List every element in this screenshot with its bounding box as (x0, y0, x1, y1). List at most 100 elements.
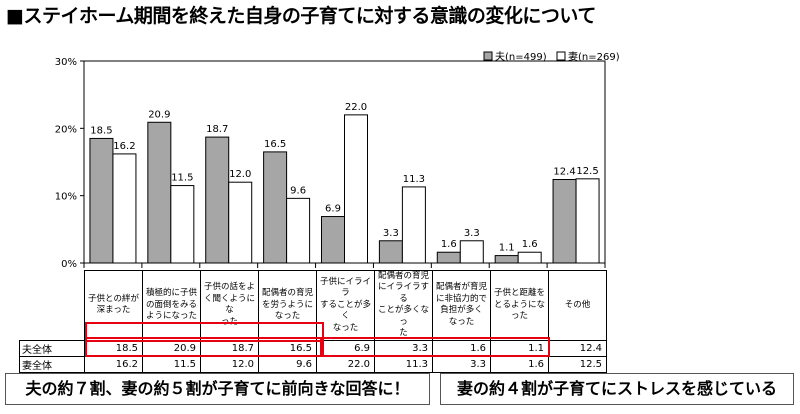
y-tick-label: 20% (55, 124, 77, 135)
table-cell: 9.6 (258, 355, 317, 373)
data-label: 1.6 (522, 239, 538, 250)
callout-stress: 妻の約４割が子育てにストレスを感じている (440, 373, 794, 405)
bar-wife (401, 186, 426, 264)
chart-bars (89, 114, 600, 264)
table-cell: 12.0 (200, 355, 259, 373)
category-label-line: 負担が多く (440, 305, 483, 316)
chart-legend: 夫(n=499) 妻(n=269) (483, 50, 620, 63)
table-row-wife: 妻全体 16.2 11.5 12.0 9.6 22.0 11.3 3.3 1.6… (19, 355, 607, 373)
category-label-line: 配偶者の育児 (261, 288, 313, 299)
bar-husband (321, 216, 345, 264)
y-tick-label: 0% (61, 259, 77, 270)
category-cell: 子供にイライラ することが多く なった (316, 270, 375, 341)
data-label: 18.5 (90, 125, 112, 136)
category-label-line: ようになった (145, 311, 197, 322)
row-label-wife: 妻全体 (19, 355, 85, 373)
category-cell: 積極的に子供 の面倒をみる ようになった (142, 270, 201, 341)
table-corner-cell (19, 270, 85, 341)
data-label: 20.9 (148, 109, 170, 120)
bar-husband (378, 240, 403, 264)
category-cell: 配偶者の育児 にイライラする ことが多くなった (374, 270, 433, 341)
bar-wife (575, 178, 600, 264)
bar-husband (89, 137, 114, 264)
category-label-line: なった (448, 316, 475, 327)
row-label-husband: 夫全体 (19, 339, 85, 357)
category-label-line: を労うように (261, 299, 313, 310)
data-label: 22.0 (345, 102, 367, 113)
category-label-line: 子供と距離を (493, 288, 545, 299)
category-label-line: た (399, 328, 408, 339)
table-cell: 12.4 (548, 339, 607, 357)
category-label-line: った (220, 316, 238, 327)
callout-positive: 夫の約７割、妻の約５割が子育てに前向きな回答に！ (5, 373, 430, 405)
bar-wife (344, 114, 368, 264)
highlight-wife-stress (320, 337, 550, 357)
category-label-line: ことが多くなっ (377, 305, 429, 327)
chart-data-labels: 18.5 20.9 18.7 16.5 6.9 3.3 1.6 1.1 12.4 16.2 11.5… (90, 102, 598, 254)
category-label-line: に非協力的で (435, 293, 487, 304)
data-label: 6.9 (325, 204, 341, 215)
category-label-line: 配偶者が育児 (435, 282, 487, 293)
data-label: 3.3 (464, 228, 480, 239)
data-label: 16.5 (264, 139, 286, 150)
category-label-line: 積極的に子供 (145, 288, 197, 299)
category-label-line: の面倒をみる (145, 299, 197, 310)
data-label: 11.3 (403, 174, 425, 185)
highlight-husband-positive (85, 322, 324, 342)
data-label: 9.6 (290, 185, 306, 196)
category-label-line: 子供の話をよ (203, 282, 255, 293)
bar-wife (228, 181, 253, 264)
category-cell: 子供の話をよ く聞くようにな った (200, 270, 259, 341)
category-label-line: なった (332, 322, 359, 333)
category-cell: 子供との絆が 深まった (84, 270, 143, 341)
chart-axes: 0% 10% 20% 30% (55, 57, 606, 270)
data-table: 子供との絆が 深まった 積極的に子供 の面倒をみる ようになった 子供の話をよ く聞くよ… (19, 270, 607, 373)
bar-husband (205, 136, 230, 264)
category-cell: 配偶者が育児 に非協力的で 負担が多く なった (432, 270, 491, 341)
category-label-line: く聞くようにな (203, 293, 255, 316)
table-cell: 12.5 (548, 355, 607, 373)
table-cell: 11.3 (374, 355, 433, 373)
legend-label-wife: 妻(n=269) (568, 50, 620, 63)
category-label-line: 深まった (96, 305, 131, 316)
bar-husband (436, 251, 461, 264)
category-cell: 配偶者の育児 を労うように なった (258, 270, 317, 341)
data-label: 1.1 (499, 243, 515, 254)
category-label-line: 配偶者の育児 (377, 271, 429, 281)
data-label: 18.7 (206, 124, 228, 135)
y-tick-label: 10% (55, 192, 77, 203)
table-cell: 22.0 (316, 355, 375, 373)
category-label-line: その他 (564, 299, 591, 310)
bar-chart: 0% 10% 20% 30% 18.5 20.9 18.7 16.5 6.9 3.3 1.6 1.1… (55, 50, 620, 270)
category-cell: その他 (548, 270, 607, 341)
data-label: 3.3 (383, 228, 399, 239)
data-label: 12.4 (553, 167, 575, 178)
category-label-line: することが多く (319, 299, 371, 322)
bar-husband (147, 121, 172, 264)
y-tick-label: 30% (55, 57, 77, 68)
category-label-line: 子供にイライラ (319, 276, 371, 299)
legend-label-husband: 夫(n=499) (495, 51, 547, 63)
category-label-line: なった (274, 311, 301, 322)
data-label: 16.2 (113, 141, 135, 152)
bar-husband (494, 255, 519, 264)
bar-wife (112, 153, 137, 264)
category-label-line: 子供との絆が (88, 293, 139, 304)
legend-swatch-wife (556, 51, 566, 61)
highlight-wife-positive (85, 337, 324, 357)
data-label: 1.6 (441, 239, 457, 250)
bar-wife (286, 197, 311, 264)
data-label: 12.0 (229, 169, 251, 180)
page-title: ■ステイホーム期間を終えた自身の子育てに対する意識の変化について (6, 5, 596, 27)
table-cell: 3.3 (432, 355, 491, 373)
bar-wife (459, 240, 484, 264)
category-label-line: とるようになった (493, 299, 545, 322)
legend-swatch-husband (483, 51, 493, 61)
table-cell: 16.2 (84, 355, 143, 373)
bar-husband (552, 179, 577, 264)
bar-wife (170, 185, 195, 264)
data-label: 11.5 (171, 173, 193, 184)
data-label: 12.5 (576, 166, 598, 177)
bar-wife (517, 251, 542, 264)
table-cell: 11.5 (142, 355, 201, 373)
